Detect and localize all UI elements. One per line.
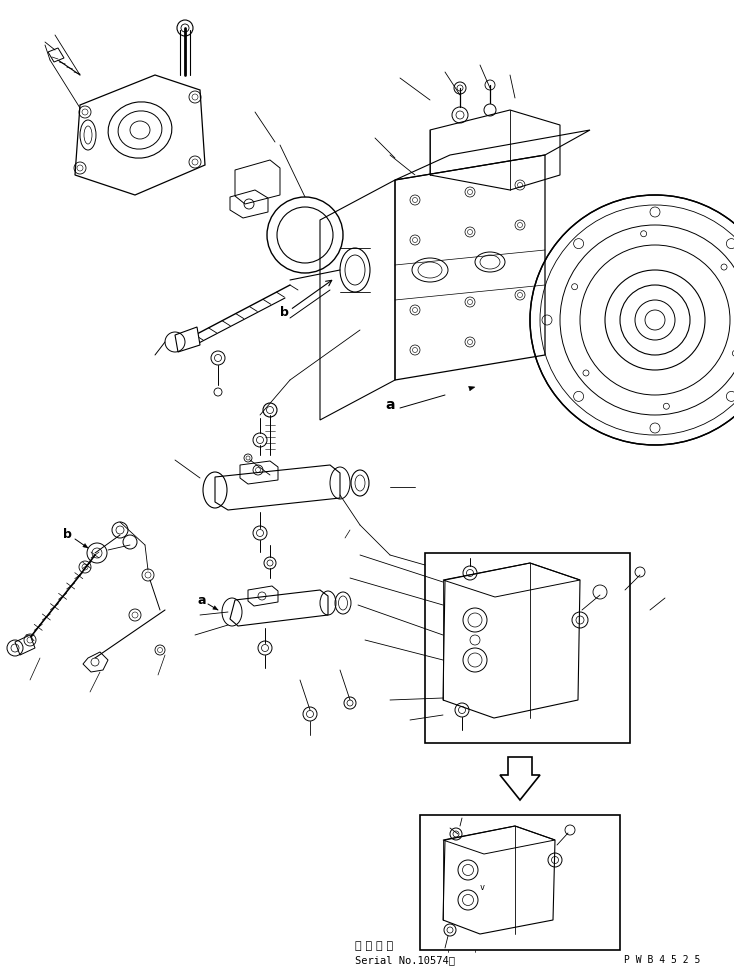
Polygon shape — [468, 387, 475, 391]
Polygon shape — [83, 543, 88, 548]
Text: Serial No.10574～: Serial No.10574～ — [355, 955, 455, 965]
Polygon shape — [48, 48, 64, 62]
Text: a: a — [385, 398, 394, 412]
Text: b: b — [280, 307, 289, 319]
Text: v: v — [480, 883, 485, 892]
Text: 適 用 号 機: 適 用 号 機 — [355, 941, 393, 951]
Text: a: a — [197, 593, 206, 607]
Polygon shape — [15, 635, 35, 655]
Polygon shape — [213, 606, 218, 610]
Bar — [425, 553, 630, 743]
Polygon shape — [500, 757, 540, 800]
Text: b: b — [63, 529, 72, 542]
Bar — [420, 815, 620, 950]
Text: P W B 4 5 2 5: P W B 4 5 2 5 — [624, 955, 700, 965]
Polygon shape — [175, 327, 200, 352]
